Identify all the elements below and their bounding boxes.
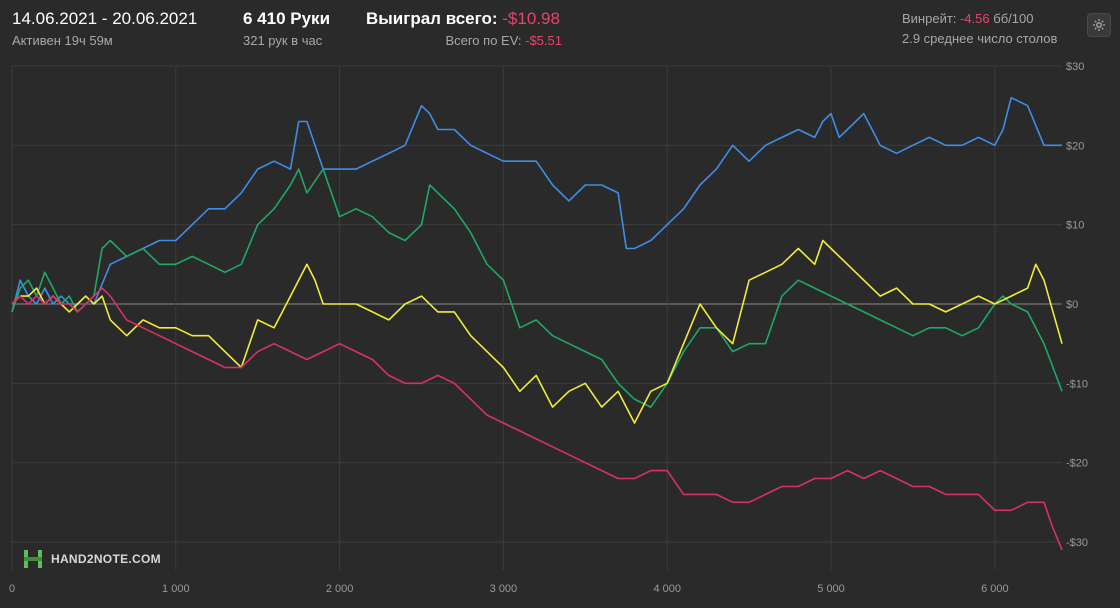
y-tick-label: -$30 — [1066, 537, 1088, 549]
ev-total: Всего по EV: -$5.51 — [366, 32, 562, 50]
date-range: 14.06.2021 - 20.06.2021 — [12, 9, 198, 28]
won-total: Выиграл всего: -$10.98 — [366, 8, 562, 30]
won-label: Выиграл всего: — [366, 9, 503, 28]
x-tick-label: 6 000 — [981, 583, 1009, 595]
gear-icon — [1093, 19, 1105, 31]
winrate-label: Винрейт: — [902, 11, 961, 26]
y-tick-label: -$10 — [1066, 378, 1088, 390]
y-tick-label: $30 — [1066, 61, 1084, 73]
x-tick-label: 1 000 — [162, 583, 190, 595]
hands-per-hour: 321 рук в час — [243, 33, 323, 48]
series-line-1 — [11, 96, 1062, 313]
won-value: -$10.98 — [502, 9, 560, 28]
hand2note-logo: HAND2NOTE.COM — [22, 548, 161, 570]
logo-text: HAND2NOTE.COM — [51, 552, 161, 566]
x-tick-label: 5 000 — [817, 583, 845, 595]
series-line-3 — [11, 239, 1063, 424]
winrate-unit: бб/100 — [989, 11, 1034, 26]
x-tick-label: 4 000 — [653, 583, 681, 595]
series-line-2 — [11, 168, 1063, 408]
hand2note-logo-icon — [24, 550, 42, 568]
winrate: Винрейт: -4.56 бб/100 — [902, 10, 1057, 28]
won-block: Выиграл всего: -$10.98 Всего по EV: -$5.… — [366, 8, 562, 50]
y-tick-label: $20 — [1066, 140, 1084, 152]
hands-count: 6 410 Руки — [243, 9, 331, 28]
active-time: Активен 19ч 59м — [12, 33, 113, 48]
x-tick-label: 2 000 — [326, 583, 354, 595]
y-tick-label: $0 — [1066, 299, 1078, 311]
x-tick-label: 0 — [9, 583, 15, 595]
y-tick-label: -$20 — [1066, 458, 1088, 470]
hands-block: 6 410 Руки 321 рук в час — [243, 8, 330, 50]
stats-header: 14.06.2021 - 20.06.2021 Активен 19ч 59м … — [0, 0, 1120, 60]
x-tick-label: 3 000 — [490, 583, 518, 595]
winrate-block: Винрейт: -4.56 бб/100 2.9 среднее число … — [902, 10, 1057, 48]
y-tick-label: $10 — [1066, 220, 1084, 232]
avg-tables: 2.9 среднее число столов — [902, 31, 1058, 46]
settings-button[interactable] — [1087, 13, 1111, 37]
winrate-value: -4.56 — [960, 11, 990, 26]
series-line-4 — [11, 287, 1063, 551]
ev-value: -$5.51 — [525, 33, 562, 48]
date-block: 14.06.2021 - 20.06.2021 Активен 19ч 59м — [12, 8, 197, 50]
ev-label: Всего по EV: — [445, 33, 526, 48]
